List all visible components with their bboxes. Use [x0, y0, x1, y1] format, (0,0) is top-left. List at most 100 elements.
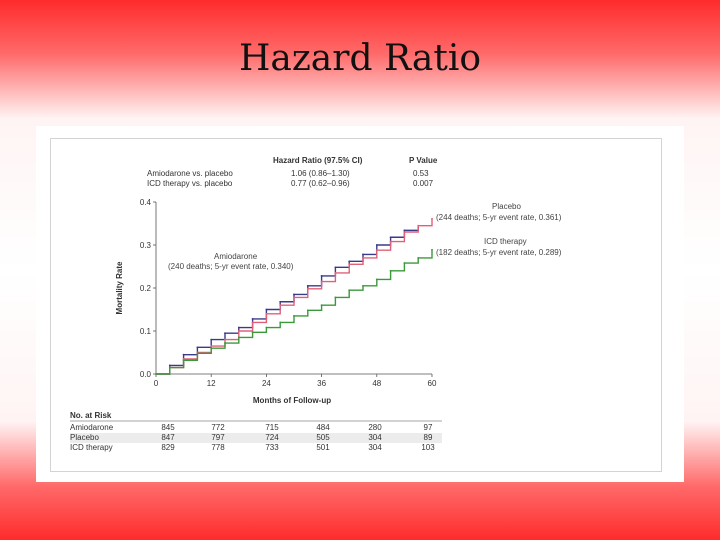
data-point-icd-therapy	[224, 342, 226, 344]
risk-cell: 724	[265, 433, 279, 442]
data-point-icd-therapy	[306, 309, 309, 312]
slide-title: Hazard Ratio	[238, 38, 482, 79]
amio-annotation-detail: (240 deaths; 5-yr event rate, 0.340)	[168, 262, 294, 271]
risk-cell: 89	[424, 433, 433, 442]
data-point-amiodarone	[265, 308, 268, 311]
y-tick-label: 0.0	[140, 370, 152, 379]
hr-row-label: ICD therapy vs. placebo	[147, 179, 233, 188]
risk-cell: 304	[368, 443, 382, 452]
risk-cell: 733	[265, 443, 279, 452]
x-axis-label: Months of Follow-up	[253, 396, 331, 405]
data-point-placebo	[375, 249, 378, 252]
figure-panel: Hazard Ratio (97.5% CI) P Value Amiodaro…	[36, 126, 684, 482]
risk-table: No. at Risk Amiodarone 845 772 715 484 280 97 P…	[70, 411, 442, 452]
data-point-placebo	[362, 257, 364, 259]
data-point-amiodarone	[362, 253, 364, 256]
risk-row-label: Amiodarone	[70, 423, 114, 432]
data-point-amiodarone	[279, 300, 282, 303]
x-tick-label: 12	[207, 379, 216, 388]
data-point-icd-therapy	[265, 326, 268, 329]
p-header: P Value	[409, 156, 438, 165]
data-point-amiodarone	[196, 346, 199, 349]
risk-table-title: No. at Risk	[70, 411, 112, 420]
hr-row-value: 1.06 (0.86–1.30)	[291, 169, 350, 178]
data-point-placebo	[306, 287, 309, 290]
data-point-amiodarone	[389, 236, 392, 239]
hr-header: Hazard Ratio (97.5% CI)	[273, 156, 363, 165]
y-tick-label: 0.3	[140, 241, 152, 250]
risk-cell: 778	[211, 443, 225, 452]
risk-cell: 797	[211, 433, 225, 442]
data-point-placebo	[348, 263, 351, 266]
risk-row-shade	[70, 433, 442, 443]
data-point-amiodarone	[334, 266, 337, 269]
data-point-icd-therapy	[375, 278, 378, 281]
data-point-placebo	[265, 312, 268, 315]
data-point-placebo	[224, 338, 226, 341]
data-point-amiodarone	[348, 260, 351, 263]
risk-cell: 505	[316, 433, 330, 442]
risk-cell: 280	[368, 423, 382, 432]
data-point-placebo	[293, 296, 295, 299]
data-point-placebo	[320, 280, 323, 283]
y-axis-label: Mortality Rate	[115, 261, 124, 314]
data-point-icd-therapy	[334, 296, 337, 299]
x-tick-label: 36	[317, 379, 326, 388]
data-point-amiodarone	[168, 364, 171, 367]
hr-row-p: 0.007	[413, 179, 434, 188]
data-point-amiodarone	[251, 318, 254, 320]
risk-cell: 845	[161, 423, 175, 432]
data-point-icd-therapy	[320, 304, 323, 307]
data-point-icd-therapy	[251, 331, 254, 334]
data-point-icd-therapy	[389, 269, 392, 272]
series-layer	[155, 217, 433, 375]
data-point-icd-therapy	[362, 284, 364, 287]
mortality-chart: Hazard Ratio (97.5% CI) P Value Amiodaro…	[70, 156, 562, 452]
data-point-placebo	[417, 224, 420, 227]
figure-frame	[50, 138, 662, 472]
data-point-placebo	[279, 304, 282, 307]
y-tick-label: 0.1	[140, 327, 152, 336]
risk-row-label: ICD therapy	[70, 443, 113, 452]
risk-rows: Amiodarone 845 772 715 484 280 97 Placebo 847 797…	[70, 423, 435, 452]
chart-annotations: Placebo (244 deaths; 5-yr event rate, 0.…	[168, 202, 562, 271]
risk-cell: 847	[161, 433, 175, 442]
risk-cell: 829	[161, 443, 175, 452]
risk-cell: 97	[424, 423, 433, 432]
data-point-icd-therapy	[237, 336, 240, 339]
hr-row-label: Amiodarone vs. placebo	[147, 169, 233, 178]
data-point-amiodarone	[237, 326, 240, 329]
data-point-placebo	[431, 217, 433, 220]
risk-cell: 772	[211, 423, 225, 432]
data-point-amiodarone	[210, 338, 213, 341]
data-point-placebo	[237, 330, 240, 332]
risk-cell: 484	[316, 423, 330, 432]
data-point-placebo	[182, 358, 185, 360]
data-point-icd-therapy	[417, 257, 420, 259]
y-tick-label: 0.4	[140, 198, 152, 207]
x-tick-label: 24	[262, 379, 271, 388]
placebo-annotation-detail: (244 deaths; 5-yr event rate, 0.361)	[436, 213, 562, 222]
data-point-placebo	[334, 272, 337, 274]
data-point-amiodarone	[306, 284, 309, 287]
data-point-icd-therapy	[196, 352, 199, 355]
hr-row-value: 0.77 (0.62–0.96)	[291, 179, 350, 188]
data-point-icd-therapy	[279, 321, 282, 324]
data-point-icd-therapy	[210, 347, 213, 350]
risk-cell: 715	[265, 423, 279, 432]
data-point-placebo	[210, 345, 213, 347]
axes: 0 12 24 36 48 60 0.0 0.1 0.2 0.3 0.4	[140, 198, 437, 388]
x-tick-label: 48	[372, 379, 381, 388]
icd-annotation-name: ICD therapy	[484, 237, 527, 246]
data-point-amiodarone	[293, 293, 295, 296]
data-point-amiodarone	[320, 275, 323, 277]
placebo-annotation-name: Placebo	[492, 202, 521, 211]
hr-row-p: 0.53	[413, 169, 429, 178]
data-point-placebo	[251, 321, 254, 324]
data-point-amiodarone	[403, 229, 406, 232]
data-point-amiodarone	[375, 244, 378, 246]
data-point-icd-therapy	[182, 359, 185, 362]
data-point-icd-therapy	[348, 289, 351, 292]
hazard-table: Hazard Ratio (97.5% CI) P Value Amiodaro…	[147, 156, 438, 188]
icd-annotation-detail: (182 deaths; 5-yr event rate, 0.289)	[436, 248, 562, 257]
